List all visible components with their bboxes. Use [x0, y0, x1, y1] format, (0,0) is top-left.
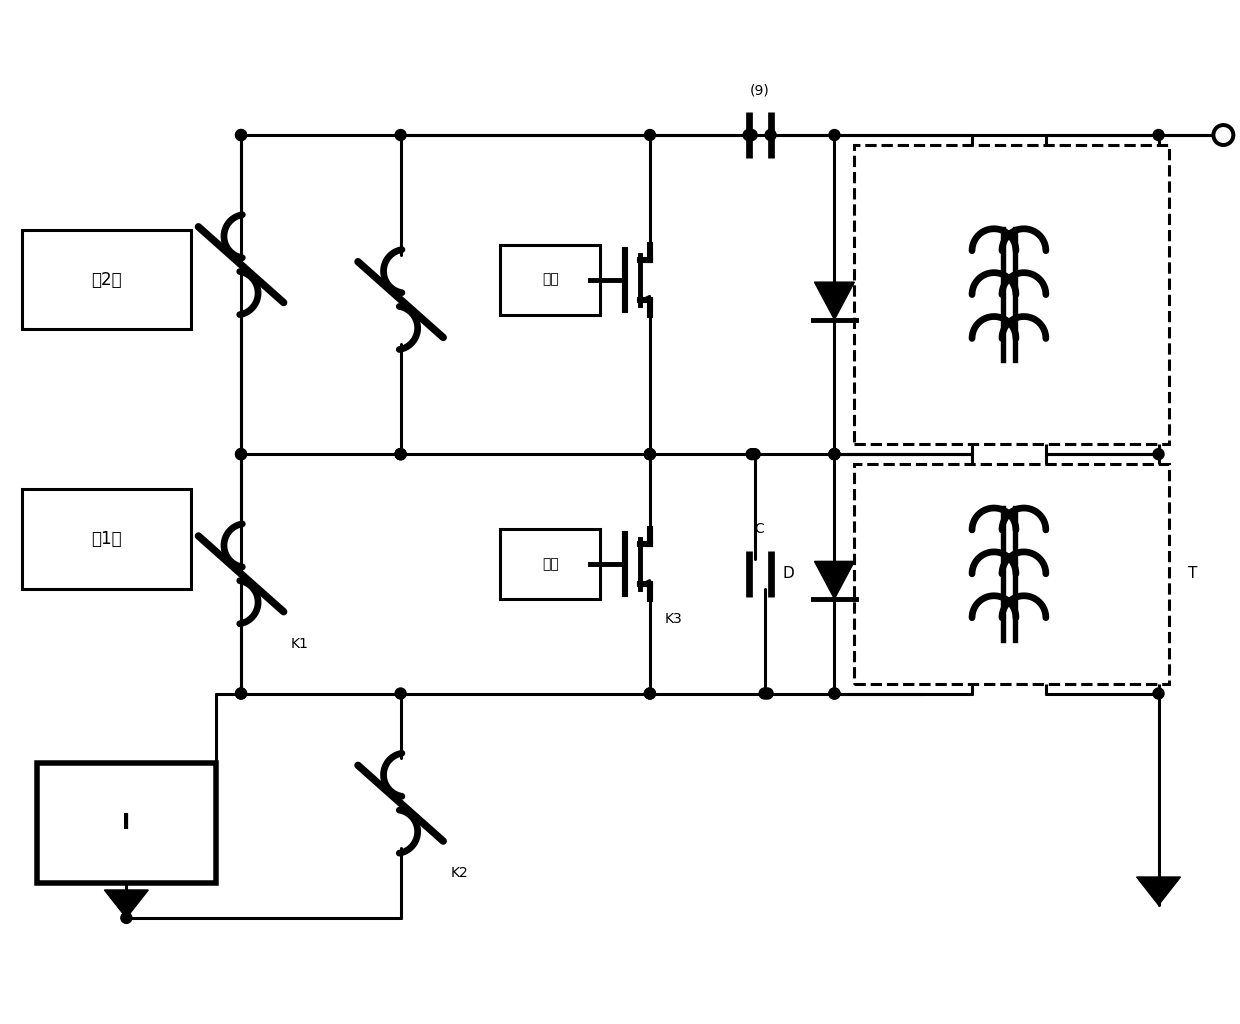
Text: K2: K2: [450, 866, 469, 880]
Circle shape: [828, 130, 839, 140]
Text: D: D: [782, 566, 795, 582]
Text: 触发: 触发: [542, 272, 558, 287]
Circle shape: [645, 449, 656, 460]
Bar: [500, 245, 600, 314]
Circle shape: [396, 130, 405, 140]
Circle shape: [236, 688, 247, 699]
Text: T: T: [1188, 566, 1198, 582]
Text: I: I: [123, 813, 130, 834]
Circle shape: [746, 449, 758, 460]
Circle shape: [763, 688, 773, 699]
Circle shape: [828, 688, 839, 699]
Circle shape: [1153, 449, 1164, 460]
Bar: [37, 763, 216, 883]
Circle shape: [236, 688, 247, 699]
Circle shape: [236, 130, 247, 140]
Circle shape: [645, 449, 656, 460]
Circle shape: [236, 130, 247, 140]
Circle shape: [828, 449, 839, 460]
Circle shape: [828, 449, 839, 460]
Circle shape: [396, 449, 405, 460]
Text: 触发: 触发: [542, 557, 558, 570]
Bar: [21, 229, 191, 330]
Bar: [21, 489, 191, 589]
Polygon shape: [815, 283, 854, 319]
Circle shape: [743, 130, 754, 140]
Text: K3: K3: [665, 611, 683, 626]
Bar: [854, 464, 1168, 684]
Bar: [500, 529, 600, 599]
Text: C: C: [755, 522, 765, 536]
Circle shape: [645, 688, 656, 699]
Circle shape: [746, 130, 758, 140]
Bar: [854, 145, 1168, 444]
Circle shape: [765, 130, 776, 140]
Circle shape: [396, 688, 405, 699]
Circle shape: [828, 688, 839, 699]
Circle shape: [396, 449, 405, 460]
Circle shape: [1153, 688, 1164, 699]
Circle shape: [236, 449, 247, 460]
Circle shape: [749, 449, 760, 460]
Circle shape: [1153, 130, 1164, 140]
Circle shape: [759, 688, 770, 699]
Circle shape: [645, 688, 656, 699]
Polygon shape: [815, 561, 854, 599]
Text: 第1级: 第1级: [91, 530, 122, 548]
Text: 第2级: 第2级: [91, 270, 122, 289]
Polygon shape: [104, 890, 149, 918]
Text: K1: K1: [291, 637, 309, 650]
Circle shape: [120, 912, 131, 924]
Circle shape: [645, 130, 656, 140]
Circle shape: [236, 449, 247, 460]
Circle shape: [645, 449, 656, 460]
Text: (9): (9): [750, 83, 770, 97]
Circle shape: [828, 449, 839, 460]
Circle shape: [396, 449, 405, 460]
Polygon shape: [1137, 877, 1180, 905]
